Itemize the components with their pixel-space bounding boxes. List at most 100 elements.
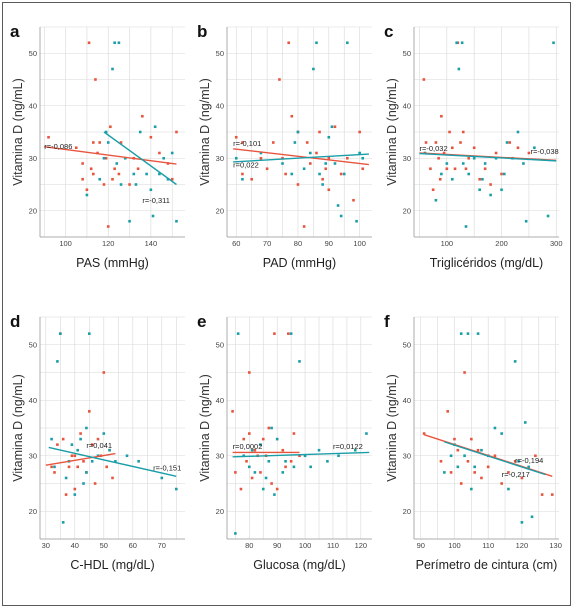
y-tick-label: 40 xyxy=(216,101,224,110)
data-point xyxy=(90,460,94,463)
data-point xyxy=(74,146,78,150)
data-point xyxy=(290,172,294,176)
data-point xyxy=(438,177,442,181)
data-point xyxy=(318,172,321,176)
data-point xyxy=(293,141,297,144)
data-point xyxy=(292,465,296,469)
y-axis-label: Vitamina D (ng/mL) xyxy=(385,374,399,481)
trend-line xyxy=(232,451,370,458)
data-point xyxy=(241,141,244,144)
data-point xyxy=(292,432,296,435)
data-point xyxy=(102,156,106,160)
data-point xyxy=(284,460,287,463)
data-point xyxy=(56,443,59,446)
panel-letter: b xyxy=(197,22,207,41)
y-axis-label: Vitamina D (ng/mL) xyxy=(11,374,25,481)
data-point xyxy=(102,371,106,374)
data-point xyxy=(346,156,349,160)
data-point xyxy=(437,156,440,160)
data-point xyxy=(464,225,468,228)
data-point xyxy=(67,465,71,469)
data-point xyxy=(102,432,106,435)
data-point xyxy=(448,130,451,134)
data-point xyxy=(87,41,91,45)
data-point xyxy=(449,454,453,458)
correlation-label: r=-0,101 xyxy=(233,139,261,148)
data-point xyxy=(483,167,487,171)
chart-panel-d: 30 40 50 60 70 20 30 40 50 r=0,041 r=-0,151 d Vitami… xyxy=(10,312,185,572)
data-point xyxy=(141,114,144,118)
y-tick-label: 30 xyxy=(29,451,37,460)
data-point xyxy=(483,162,487,165)
data-point xyxy=(296,130,300,134)
x-tick-label: 100 xyxy=(353,239,366,248)
x-tick-label: 90 xyxy=(417,541,425,550)
data-point xyxy=(248,465,251,469)
figure-frame xyxy=(2,2,571,606)
data-point xyxy=(308,151,312,155)
data-point xyxy=(466,332,470,335)
data-point xyxy=(520,521,524,524)
data-point xyxy=(429,167,432,171)
data-point xyxy=(513,460,517,463)
x-tick-label: 50 xyxy=(100,541,108,550)
x-tick-label: 80 xyxy=(245,541,253,550)
data-point xyxy=(516,130,520,134)
data-point xyxy=(284,172,287,176)
trend-line xyxy=(103,131,177,186)
x-tick-label: 80 xyxy=(294,239,302,248)
data-point xyxy=(261,437,265,441)
data-point xyxy=(326,460,329,463)
data-point xyxy=(175,219,178,223)
data-point xyxy=(440,172,443,176)
chart-panel-c: 100 200 300 20 30 40 50 r=-0,032 r=-0,038 c Vitami… xyxy=(384,22,563,270)
data-point xyxy=(550,493,554,496)
data-point xyxy=(312,67,315,71)
data-point xyxy=(287,332,290,335)
correlation-label: r=-0,038 xyxy=(531,147,559,156)
y-tick-label: 20 xyxy=(403,206,411,215)
data-point xyxy=(478,188,481,192)
correlation-label: r=-0,194 xyxy=(515,456,543,465)
y-tick-label: 40 xyxy=(29,101,37,110)
data-point xyxy=(315,151,318,155)
data-point xyxy=(500,172,503,176)
x-tick-label: 30 xyxy=(42,541,50,550)
data-point xyxy=(486,465,490,469)
x-tick-label: 130 xyxy=(549,541,562,550)
data-point xyxy=(317,448,321,452)
y-tick-label: 20 xyxy=(29,507,37,516)
panel-letter: a xyxy=(10,22,20,41)
data-point xyxy=(98,177,102,181)
data-point xyxy=(81,162,84,165)
data-point xyxy=(305,141,309,144)
data-point xyxy=(259,151,263,155)
data-point xyxy=(92,172,95,176)
data-point xyxy=(50,465,53,469)
y-tick-label: 50 xyxy=(403,49,411,58)
data-point xyxy=(502,172,506,176)
data-point xyxy=(81,177,84,181)
data-point xyxy=(151,214,155,218)
data-point xyxy=(104,156,108,160)
y-tick-label: 20 xyxy=(216,206,224,215)
data-point xyxy=(248,432,251,435)
data-point xyxy=(160,476,164,480)
data-point xyxy=(456,465,460,469)
data-point xyxy=(489,193,492,197)
data-point xyxy=(128,183,131,186)
data-point xyxy=(493,426,497,430)
x-tick-label: 110 xyxy=(327,541,339,550)
data-point xyxy=(365,432,368,435)
data-point xyxy=(451,146,454,150)
data-point xyxy=(59,332,62,335)
y-tick-label: 30 xyxy=(403,154,411,163)
y-tick-label: 20 xyxy=(403,507,411,516)
data-point xyxy=(445,162,449,165)
data-point xyxy=(113,167,116,171)
x-tick-label: 120 xyxy=(102,239,115,248)
data-point xyxy=(494,151,498,155)
data-point xyxy=(82,460,85,463)
y-tick-label: 40 xyxy=(29,396,37,405)
data-point xyxy=(61,437,65,441)
